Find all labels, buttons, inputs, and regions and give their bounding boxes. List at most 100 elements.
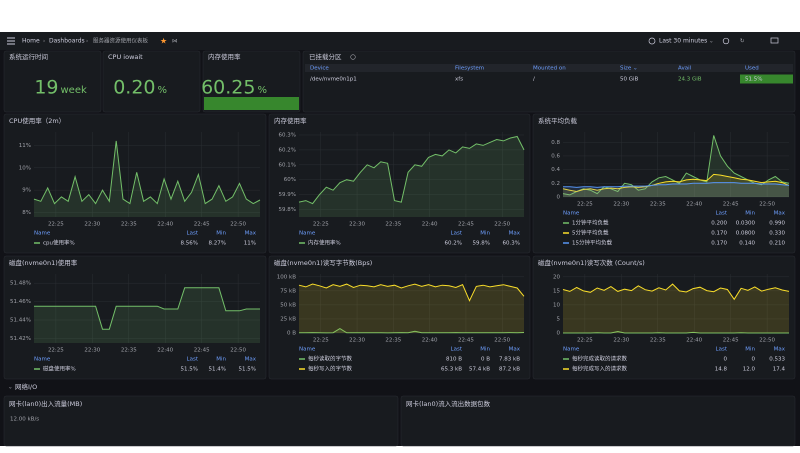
panel [400, 395, 796, 447]
row-title[interactable]: 网络I/O [15, 382, 37, 391]
legend-min: 0 B [481, 357, 490, 363]
legend-header: Max [774, 347, 786, 353]
legend-max: 0.533 [769, 357, 785, 363]
y-tick-label: 0.8 [551, 140, 560, 146]
y-tick-label: 60.1% [279, 162, 296, 168]
x-tick-label: 22:30 [613, 202, 629, 208]
legend-name: 磁盘使用率% [43, 365, 76, 373]
legend-max: 60.3% [503, 241, 520, 247]
legend-header: Min [480, 231, 490, 237]
series-line [562, 283, 790, 301]
series-area [34, 287, 260, 343]
panel [202, 50, 301, 113]
stat-title: 内存使用率 [208, 52, 241, 61]
legend-last: 810 B [446, 357, 462, 363]
refresh[interactable]: ↻ [740, 39, 745, 45]
table-cell: 24.3 GiB [678, 77, 702, 83]
x-tick-label: 22:30 [349, 338, 365, 344]
table-cell: /dev/nvme0n1p1 [310, 77, 357, 83]
legend-max: 11% [244, 241, 256, 247]
legend-last: 8.56% [181, 241, 198, 247]
legend-max: 0.990 [769, 221, 785, 227]
share-icon[interactable]: ⋈ [172, 39, 178, 45]
x-tick-label: 22:30 [349, 222, 365, 228]
y-tick-label: 9% [22, 188, 31, 194]
breadcrumb-home[interactable]: Home [22, 38, 40, 45]
legend-header: Last [716, 347, 728, 353]
stat-value: 19 [34, 77, 58, 99]
x-tick-label: 22:25 [48, 222, 64, 228]
panel-title: 系统平均负载 [538, 116, 578, 125]
column-header: Device [310, 66, 329, 72]
x-tick-label: 22:50 [230, 222, 246, 228]
legend-header: Min [480, 347, 490, 353]
legend-min: 0.0300 [736, 221, 756, 227]
header-row [305, 64, 793, 72]
x-tick-label: 22:40 [422, 338, 438, 344]
x-tick-label: 22:45 [723, 338, 739, 344]
y-tick-label: 0.4 [551, 167, 560, 173]
legend-header: Name [34, 357, 51, 363]
legend-min: 12.0 [743, 367, 756, 373]
breadcrumb-dashboard: 服务器资源使用仪表板 [93, 37, 149, 45]
legend-last: 0.170 [711, 241, 727, 247]
y-tick-label: 51.42% [10, 336, 31, 342]
time-range[interactable]: Last 30 minutes [659, 38, 707, 45]
y-tick-label: 0 B [287, 331, 296, 337]
legend-last: 60.2% [445, 241, 462, 247]
x-tick-label: 22:25 [313, 338, 329, 344]
panel [302, 50, 796, 113]
y-tick-label: 15 [553, 288, 560, 294]
legend-name: 每秒完成写入的请求数 [572, 365, 628, 373]
zoom-out[interactable] [722, 37, 730, 45]
series-area [563, 182, 789, 197]
stat-title: 系统运行时间 [9, 52, 48, 61]
series-line [298, 283, 525, 302]
x-tick-label: 22:45 [458, 338, 474, 344]
series-line [563, 330, 789, 334]
series-area [563, 135, 789, 197]
x-tick-label: 22:35 [385, 222, 401, 228]
legend-header: Last [716, 211, 728, 217]
legend-last: 65.3 kB [441, 367, 462, 373]
row-chevron[interactable]: ⌄ [8, 385, 13, 391]
separator: › [43, 39, 45, 45]
separator: › [86, 39, 88, 45]
y-tick-label: 0.6 [551, 153, 560, 159]
legend-name: 每秒写入的字节数 [308, 365, 353, 373]
y-tick-label: 12.00 kB/s [10, 417, 39, 423]
table-cell: xfs [455, 77, 463, 83]
stat-bar [204, 97, 299, 110]
x-tick-label: 22:40 [157, 222, 173, 228]
x-tick-label: 22:45 [458, 222, 474, 228]
x-tick-label: 22:45 [194, 222, 210, 228]
stat-title: CPU iowait [108, 53, 143, 61]
table-title: 已挂载分区 [309, 52, 342, 61]
sort-icon[interactable]: ⌄ [633, 66, 638, 72]
y-tick-label: 10% [19, 165, 31, 171]
y-tick-label: 11% [19, 143, 31, 149]
series-area [563, 284, 789, 333]
panel-title: 网卡(lan0)流入流出数据包数 [406, 399, 491, 408]
breadcrumb-dashboards[interactable]: Dashboards [49, 38, 85, 45]
table-cell: / [533, 77, 535, 83]
legend-header: Name [563, 211, 580, 217]
legend-name: cpu使用率% [43, 239, 75, 247]
tv-mode[interactable] [770, 37, 779, 44]
menu-icon[interactable] [7, 37, 15, 45]
star-icon[interactable]: ★ [160, 37, 167, 46]
panel [532, 255, 796, 380]
time-picker-caret[interactable]: ⌄ [709, 39, 714, 45]
column-header: Avail [678, 66, 692, 72]
legend-max: 51.5% [239, 367, 256, 373]
column-header: Filesystem [455, 66, 484, 72]
info-icon [350, 54, 356, 60]
series-area [563, 331, 789, 333]
stat-value: 0.20 [113, 77, 155, 99]
y-tick-label: 100 kB [277, 274, 296, 280]
x-tick-label: 22:45 [194, 348, 210, 354]
table-cell: 50 GiB [620, 77, 639, 83]
panel [102, 50, 201, 113]
legend-header: Max [774, 211, 786, 217]
x-tick-label: 22:40 [157, 348, 173, 354]
